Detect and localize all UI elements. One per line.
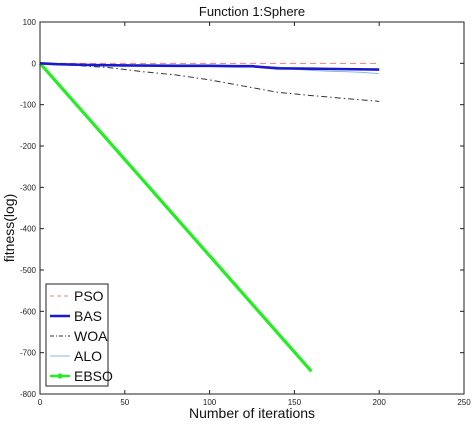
legend: PSO BAS WOA ALO EBSO bbox=[45, 283, 113, 387]
y-tick-label: -300 bbox=[20, 183, 37, 192]
series-lines bbox=[38, 62, 380, 373]
y-tick-label: -500 bbox=[20, 266, 37, 275]
legend-marker bbox=[57, 373, 63, 379]
legend-label: BAS bbox=[74, 308, 102, 324]
y-tick-label: -800 bbox=[20, 390, 37, 399]
legend-label: PSO bbox=[74, 288, 104, 304]
y-tick-label: 0 bbox=[32, 59, 37, 68]
y-axis-label: fitness(log) bbox=[1, 194, 17, 262]
y-tick-label: -700 bbox=[20, 349, 37, 358]
y-tick-label: 100 bbox=[23, 18, 37, 27]
series-line-ebso bbox=[38, 62, 313, 373]
series-line-woa bbox=[39, 62, 380, 102]
x-tick-label: 50 bbox=[120, 398, 129, 407]
x-axis-label: Number of iterations bbox=[189, 405, 315, 421]
x-tick-label: 0 bbox=[38, 398, 43, 407]
y-tick-label: -200 bbox=[20, 142, 37, 151]
ticks: 0 50 100 150 200 250 100 0 -100 -200 -300 -400 -500 -… bbox=[20, 18, 471, 407]
plot-frame bbox=[39, 21, 465, 395]
legend-item-ebso: EBSO bbox=[50, 368, 113, 384]
x-tick-label: 150 bbox=[288, 398, 302, 407]
x-tick-label: 100 bbox=[203, 398, 217, 407]
chart-title: Function 1:Sphere bbox=[199, 4, 305, 19]
y-tick-label: -400 bbox=[20, 225, 37, 234]
legend-item-bas: BAS bbox=[50, 308, 102, 324]
legend-label: ALO bbox=[74, 348, 102, 364]
legend-item-woa: WOA bbox=[50, 328, 108, 344]
legend-label: EBSO bbox=[74, 368, 113, 384]
legend-item-pso: PSO bbox=[50, 288, 104, 304]
x-tick-label: 200 bbox=[373, 398, 387, 407]
legend-box bbox=[45, 283, 109, 387]
series-line-bas bbox=[39, 62, 380, 71]
x-tick-label: 250 bbox=[457, 398, 471, 407]
y-tick-label: -100 bbox=[20, 101, 37, 110]
y-tick-label: -600 bbox=[20, 307, 37, 316]
legend-item-alo: ALO bbox=[50, 348, 102, 364]
legend-label: WOA bbox=[74, 328, 108, 344]
